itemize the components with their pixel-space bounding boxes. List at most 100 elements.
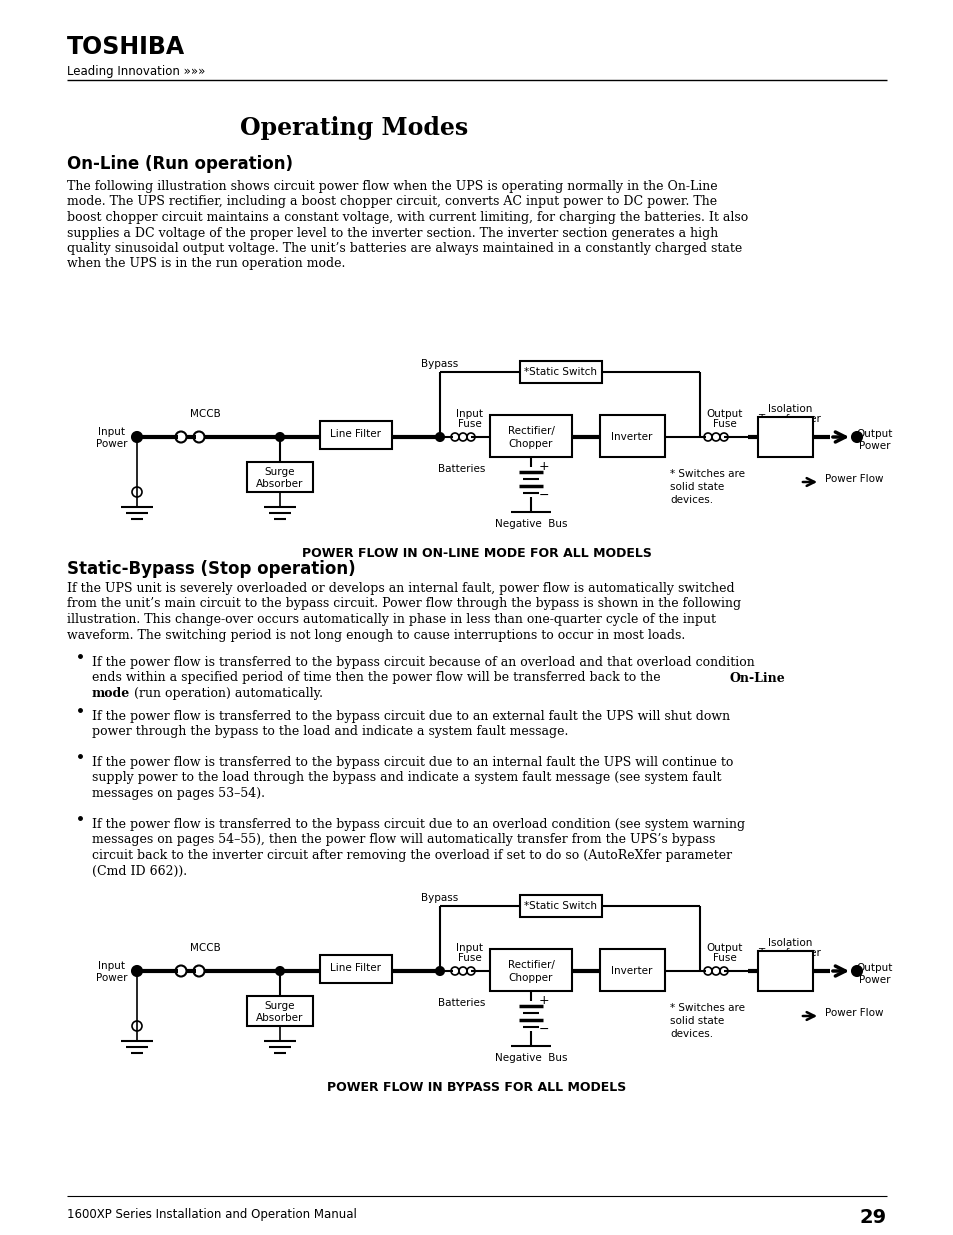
Text: Transformer: Transformer	[758, 414, 821, 424]
Text: On-Line: On-Line	[729, 672, 785, 684]
Text: Fuse: Fuse	[457, 953, 481, 963]
Text: Negative  Bus: Negative Bus	[495, 1053, 567, 1063]
Text: +: +	[538, 461, 549, 473]
Text: Static-Bypass (Stop operation): Static-Bypass (Stop operation)	[67, 559, 355, 578]
Text: Bypass: Bypass	[421, 359, 458, 369]
Circle shape	[275, 967, 284, 974]
Bar	[758, 417, 812, 457]
Text: Batteries: Batteries	[437, 998, 484, 1008]
Text: devices.: devices.	[669, 495, 713, 505]
Text: Power Flow: Power Flow	[824, 1008, 882, 1018]
Text: If the UPS unit is severely overloaded or develops an internal fault, power flow: If the UPS unit is severely overloaded o…	[67, 582, 734, 595]
Text: Batteries: Batteries	[437, 464, 484, 474]
Text: Absorber: Absorber	[256, 479, 303, 489]
Text: Power: Power	[859, 974, 890, 986]
Text: * Switches are: * Switches are	[669, 1003, 744, 1013]
Text: mode. The UPS rectifier, including a boost chopper circuit, converts AC input po: mode. The UPS rectifier, including a boo…	[67, 195, 717, 209]
Text: Operating Modes: Operating Modes	[240, 116, 468, 140]
Circle shape	[851, 432, 862, 442]
Text: Output: Output	[856, 963, 892, 973]
Text: Chopper: Chopper	[508, 973, 553, 983]
Text: illustration. This change-over occurs automatically in phase in less than one-qu: illustration. This change-over occurs au…	[67, 613, 716, 626]
Text: supplies a DC voltage of the proper level to the inverter section. The inverter : supplies a DC voltage of the proper leve…	[67, 226, 718, 240]
Text: −: −	[538, 1023, 549, 1035]
Text: supply power to the load through the bypass and indicate a system fault message : supply power to the load through the byp…	[91, 772, 720, 784]
Text: 1600XP Series Installation and Operation Manual: 1600XP Series Installation and Operation…	[67, 1208, 356, 1221]
Text: −: −	[538, 489, 549, 501]
Circle shape	[436, 433, 443, 441]
Text: If the power flow is transferred to the bypass circuit due to an overload condit: If the power flow is transferred to the …	[91, 818, 744, 831]
Text: (Cmd ID 662)).: (Cmd ID 662)).	[91, 864, 187, 878]
Text: Rectifier/: Rectifier/	[507, 960, 554, 969]
Text: ends within a specified period of time then the power flow will be transferred b: ends within a specified period of time t…	[91, 672, 664, 684]
Circle shape	[132, 432, 142, 442]
Text: Fuse: Fuse	[713, 953, 736, 963]
Text: (run operation) automatically.: (run operation) automatically.	[130, 687, 323, 700]
Text: Line Filter: Line Filter	[330, 429, 381, 438]
Text: Isolation: Isolation	[767, 404, 811, 414]
Text: The following illustration shows circuit power flow when the UPS is operating no: The following illustration shows circuit…	[67, 180, 717, 193]
Text: Chopper: Chopper	[508, 438, 553, 450]
Bar	[599, 415, 664, 457]
Text: * Switches are: * Switches are	[669, 469, 744, 479]
Text: Input: Input	[98, 961, 126, 971]
Text: POWER FLOW IN BYPASS FOR ALL MODELS: POWER FLOW IN BYPASS FOR ALL MODELS	[327, 1081, 626, 1094]
Text: Input: Input	[456, 944, 483, 953]
Bar	[519, 895, 601, 918]
Text: On-Line (Run operation): On-Line (Run operation)	[67, 156, 293, 173]
Text: Line Filter: Line Filter	[330, 963, 381, 973]
Text: POWER FLOW IN ON-LINE MODE FOR ALL MODELS: POWER FLOW IN ON-LINE MODE FOR ALL MODEL…	[302, 547, 651, 559]
Text: If the power flow is transferred to the bypass circuit due to an external fault : If the power flow is transferred to the …	[91, 710, 729, 722]
Bar	[490, 415, 572, 457]
Text: Transformer: Transformer	[758, 948, 821, 958]
Text: Power Flow: Power Flow	[824, 474, 882, 484]
Text: Inverter: Inverter	[611, 432, 652, 442]
Bar	[599, 948, 664, 990]
Text: messages on pages 53–54).: messages on pages 53–54).	[91, 787, 265, 800]
Text: MCCB: MCCB	[190, 944, 220, 953]
Text: boost chopper circuit maintains a constant voltage, with current limiting, for c: boost chopper circuit maintains a consta…	[67, 211, 747, 224]
Text: Fuse: Fuse	[457, 419, 481, 429]
Text: If the power flow is transferred to the bypass circuit due to an internal fault : If the power flow is transferred to the …	[91, 756, 733, 769]
Text: MCCB: MCCB	[190, 409, 220, 419]
Text: Inverter: Inverter	[611, 966, 652, 976]
Text: Leading Innovation »»»: Leading Innovation »»»	[67, 65, 205, 78]
Bar	[247, 995, 313, 1026]
Circle shape	[436, 967, 443, 974]
Text: Bypass: Bypass	[421, 893, 458, 903]
Text: Input: Input	[98, 427, 126, 437]
Text: TOSHIBA: TOSHIBA	[67, 35, 185, 59]
Bar	[319, 421, 392, 450]
Text: devices.: devices.	[669, 1029, 713, 1039]
Text: *Static Switch: *Static Switch	[524, 367, 597, 377]
Text: Surge: Surge	[265, 467, 294, 477]
Circle shape	[132, 966, 142, 976]
Circle shape	[275, 433, 284, 441]
Text: solid state: solid state	[669, 482, 723, 492]
Bar	[490, 948, 572, 990]
Text: Absorber: Absorber	[256, 1013, 303, 1023]
Text: Fuse: Fuse	[713, 419, 736, 429]
Text: solid state: solid state	[669, 1016, 723, 1026]
Text: If the power flow is transferred to the bypass circuit because of an overload an: If the power flow is transferred to the …	[91, 656, 754, 669]
Text: waveform. The switching period is not long enough to cause interruptions to occu: waveform. The switching period is not lo…	[67, 629, 684, 641]
Text: Output: Output	[706, 944, 742, 953]
Bar	[247, 462, 313, 492]
Text: power through the bypass to the load and indicate a system fault message.: power through the bypass to the load and…	[91, 725, 568, 739]
Text: Output: Output	[856, 429, 892, 438]
Text: messages on pages 54–55), then the power flow will automatically transfer from t: messages on pages 54–55), then the power…	[91, 834, 715, 846]
Text: Power: Power	[96, 973, 128, 983]
Bar	[519, 361, 601, 383]
Text: Isolation: Isolation	[767, 939, 811, 948]
Text: when the UPS is in the run operation mode.: when the UPS is in the run operation mod…	[67, 258, 345, 270]
Text: quality sinusoidal output voltage. The unit’s batteries are always maintained in: quality sinusoidal output voltage. The u…	[67, 242, 741, 254]
Text: circuit back to the inverter circuit after removing the overload if set to do so: circuit back to the inverter circuit aft…	[91, 848, 731, 862]
Bar	[319, 955, 392, 983]
Text: Negative  Bus: Negative Bus	[495, 519, 567, 529]
Text: Power: Power	[859, 441, 890, 451]
Bar	[758, 951, 812, 990]
Text: 29: 29	[859, 1208, 886, 1228]
Text: Power: Power	[96, 438, 128, 450]
Text: Surge: Surge	[265, 1002, 294, 1011]
Circle shape	[851, 966, 862, 976]
